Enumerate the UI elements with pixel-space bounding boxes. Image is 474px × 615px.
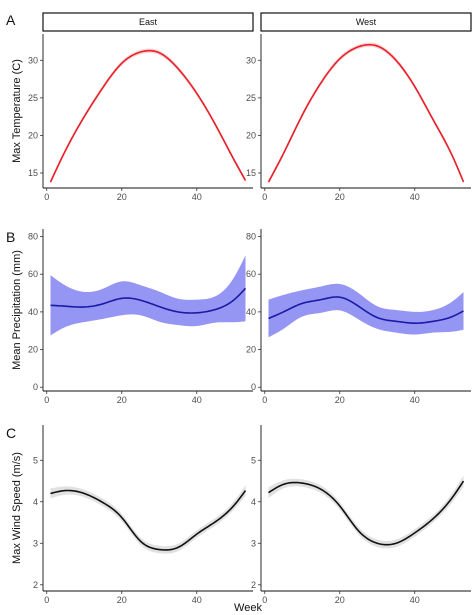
facet-strip-label: West: [356, 17, 377, 27]
y-tick-label: 20: [246, 130, 256, 140]
series-line: [50, 287, 247, 314]
series-line: [50, 489, 247, 551]
panel-b-west: 0 20 40 60 80 0 20 40: [246, 229, 471, 405]
y-tick-label: 3: [251, 538, 256, 548]
x-tick-label: 40: [410, 395, 420, 405]
y-tick-label: 4: [251, 497, 256, 507]
series-line: [268, 296, 464, 324]
y-tick-label: 0: [251, 382, 256, 392]
panel-c-east: 2 3 4 5 0 20 40: [33, 425, 253, 605]
y-tick-label: 20: [28, 130, 38, 140]
y-tick-label: 25: [246, 93, 256, 103]
x-tick-label: 0: [44, 192, 49, 202]
confidence-band: [50, 255, 246, 336]
x-tick-label: 20: [335, 395, 345, 405]
y-tick-label: 2: [251, 580, 256, 590]
facet-strip-label: East: [139, 17, 158, 27]
x-tick-label: 40: [410, 595, 420, 605]
x-tick-label: 0: [262, 595, 267, 605]
y-tick-label: 5: [251, 455, 256, 465]
series-line: [268, 480, 465, 546]
x-tick-label: 40: [410, 192, 420, 202]
x-tick-label: 40: [192, 595, 202, 605]
y-tick-label: 2: [33, 580, 38, 590]
y-tick-label: 5: [33, 455, 38, 465]
facet-strip-west: West: [260, 12, 472, 32]
y-axis-title: Max Wind Speed (m/s): [11, 452, 23, 564]
y-tick-label: 80: [246, 232, 256, 242]
y-tick-label: 80: [28, 232, 38, 242]
x-tick-label: 20: [335, 595, 345, 605]
x-tick-label: 20: [117, 395, 127, 405]
x-tick-label: 0: [44, 395, 49, 405]
y-tick-label: 15: [246, 168, 256, 178]
x-tick-label: 20: [117, 192, 127, 202]
x-tick-label: 0: [262, 395, 267, 405]
facet-strip-east: East: [42, 12, 254, 32]
x-tick-label: 20: [335, 192, 345, 202]
y-tick-label: 15: [28, 168, 38, 178]
x-tick-label: 20: [117, 595, 127, 605]
panel-c-west: 2 3 4 5 0 20 40: [251, 425, 471, 605]
panel-a-east: 15 20 25 30 0 20 40: [28, 34, 253, 202]
x-tick-label: 40: [192, 192, 202, 202]
y-axis-title: Mean Precipitation (mm): [11, 250, 23, 370]
panel-b-east: 0 20 40 60 80 0 20 40: [28, 229, 253, 405]
y-tick-label: 40: [246, 307, 256, 317]
panel-letter-b: B: [6, 229, 15, 245]
confidence-band: [50, 48, 246, 185]
x-axis-title: Week: [234, 602, 262, 614]
y-axis-title: Max Temperature (C): [11, 59, 23, 163]
y-tick-label: 40: [28, 307, 38, 317]
y-tick-label: 60: [246, 269, 256, 279]
confidence-band: [268, 42, 464, 185]
x-tick-label: 0: [262, 192, 267, 202]
panel-a-west: 15 20 25 30 0 20 40: [246, 34, 471, 202]
y-tick-label: 25: [28, 93, 38, 103]
y-tick-label: 20: [28, 345, 38, 355]
panel-letter-c: C: [6, 425, 16, 441]
x-tick-label: 0: [44, 595, 49, 605]
series-line: [49, 49, 247, 183]
confidence-band: [50, 485, 246, 554]
y-tick-label: 60: [28, 269, 38, 279]
y-tick-label: 0: [33, 382, 38, 392]
series-line: [267, 43, 465, 183]
panel-letter-a: A: [6, 12, 16, 28]
y-tick-label: 30: [28, 55, 38, 65]
y-tick-label: 4: [33, 497, 38, 507]
x-tick-label: 40: [192, 395, 202, 405]
y-tick-label: 30: [246, 55, 256, 65]
y-tick-label: 20: [246, 345, 256, 355]
y-tick-label: 3: [33, 538, 38, 548]
confidence-band: [268, 475, 464, 549]
